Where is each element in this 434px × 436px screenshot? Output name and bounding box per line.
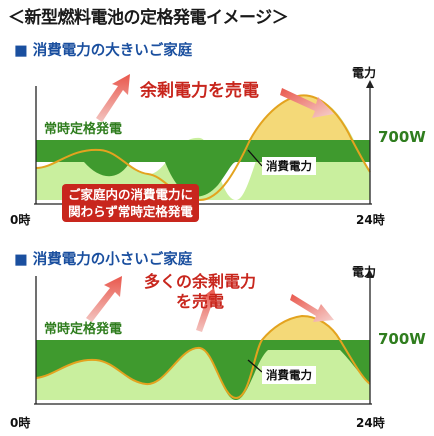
square-bullet-icon: ■ xyxy=(14,252,28,268)
panel-small-x-start: 0時 xyxy=(10,416,31,430)
panel-small-arrow-left xyxy=(86,276,122,322)
panel-large-y-axis-label: 電力 xyxy=(352,66,377,80)
panel-small-consumption-pointer xyxy=(247,359,263,373)
panel-large-callout: ご家庭内の消費電力に 関わらず常時定格発電 xyxy=(62,184,200,222)
panel-small-surplus-label: 多くの余剰電力 を売電 xyxy=(140,272,260,312)
panel-small-chart xyxy=(34,270,374,405)
panel-small-heading: ■ 消費電力の小さいご家庭 xyxy=(14,248,192,269)
panel-small-y-arrowhead xyxy=(366,270,374,278)
panel-large-surplus-label: 余剰電力を売電 xyxy=(140,81,259,101)
panel-large-arrow-right xyxy=(280,88,334,118)
panel-small-surplus-line2: を売電 xyxy=(175,292,224,311)
panel-large-heading-text: 消費電力の大きいご家庭 xyxy=(32,43,193,59)
panel-large-generation-band xyxy=(36,140,370,162)
panel-small-value-label: 700W xyxy=(378,330,426,348)
square-bullet-icon: ■ xyxy=(14,43,28,59)
panel-small-consumption-line xyxy=(35,314,371,400)
panel-small-y-axis-label: 電力 xyxy=(352,265,377,279)
panel-large-y-arrowhead xyxy=(366,80,374,88)
panel-large-x-end: 24時 xyxy=(356,213,385,227)
panel-small-surplus-area xyxy=(262,316,340,340)
panel-small-arrow-mid xyxy=(196,288,218,332)
panel-small-heading-text: 消費電力の小さいご家庭 xyxy=(32,252,193,268)
panel-small-consumption-label: 消費電力 xyxy=(262,366,316,384)
panel-large-callout-line1: ご家庭内の消費電力に xyxy=(68,187,194,202)
panel-small-rated-label: 常時定格発電 xyxy=(44,322,123,337)
panel-large-callout-line2: 関わらず常時定格発電 xyxy=(68,204,193,219)
panel-large-rated-label: 常時定格発電 xyxy=(44,122,123,137)
panel-large-consumption-pointer xyxy=(247,149,263,167)
panel-small-arrow-right xyxy=(290,294,334,322)
panel-small-surplus-line1: 多くの余剰電力 xyxy=(143,272,256,291)
panel-large-arrow-left xyxy=(96,74,130,122)
panel-large-x-start: 0時 xyxy=(10,213,31,227)
panel-large-value-label: 700W xyxy=(378,128,426,146)
page-title: ＜新型燃料電池の定格発電イメージ＞ xyxy=(8,8,289,28)
panel-large-consumption-line xyxy=(35,94,371,202)
panel-small-x-end: 24時 xyxy=(356,416,385,430)
panel-large-consumption-label: 消費電力 xyxy=(262,157,316,175)
panel-large-heading: ■ 消費電力の大きいご家庭 xyxy=(14,39,192,60)
